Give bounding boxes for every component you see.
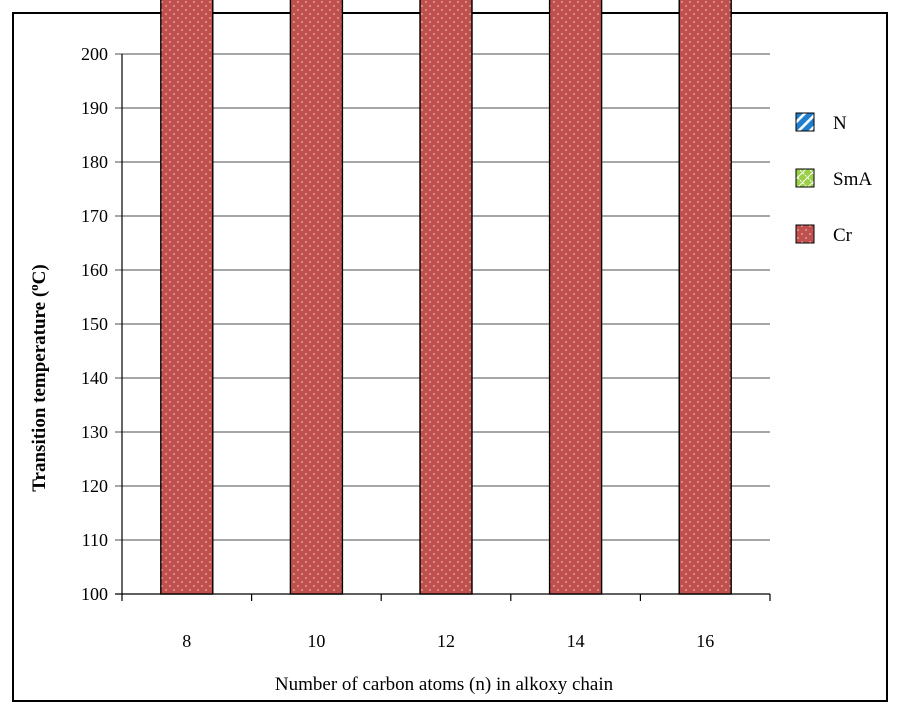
legend-label-cr: Cr xyxy=(833,225,853,246)
y-axis-title: Transition temperature (oC) xyxy=(26,264,50,491)
x-tick-label: 14 xyxy=(567,631,585,651)
y-tick-label: 200 xyxy=(81,44,108,64)
y-tick-label: 140 xyxy=(81,368,108,388)
legend-label-n: N xyxy=(833,113,847,134)
y-tick-label: 160 xyxy=(81,260,108,280)
legend: N SmA Cr xyxy=(795,112,872,246)
y-tick-labels: 100 110 120 130 140 150 160 170 180 190 200 xyxy=(81,44,108,604)
y-axis-title-main: Transition temperature ( xyxy=(29,291,50,492)
bar-segment-cr xyxy=(548,0,603,595)
x-axis-title: Number of carbon atoms (n) in alkoxy cha… xyxy=(275,674,614,695)
legend-swatch-n xyxy=(795,112,815,132)
bar-segment-cr xyxy=(160,0,214,595)
x-tick-label: 8 xyxy=(182,631,191,651)
x-tick-label: 10 xyxy=(307,631,325,651)
y-tick-label: 190 xyxy=(81,98,108,118)
legend-swatch-cr xyxy=(795,224,815,244)
y-tick-label: 120 xyxy=(81,476,108,496)
y-tick-label: 110 xyxy=(82,530,108,550)
bar-segment-cr xyxy=(678,0,732,595)
x-axis xyxy=(121,594,771,601)
y-tick-label: 180 xyxy=(81,152,108,172)
legend-label-sma: SmA xyxy=(833,169,872,190)
y-tick-label: 100 xyxy=(81,584,108,604)
y-tick-label: 130 xyxy=(81,422,108,442)
bar-segment-cr xyxy=(289,0,344,595)
x-tick-label: 16 xyxy=(696,631,714,651)
bar-segment-cr xyxy=(419,0,473,595)
x-tick-labels: 8 10 12 14 16 xyxy=(182,631,714,651)
y-axis-title-degree: o xyxy=(26,284,41,291)
legend-swatch-sma xyxy=(795,168,815,188)
y-tick-label: 150 xyxy=(81,314,108,334)
bars xyxy=(160,0,732,595)
y-axis-title-unit: C) xyxy=(29,264,50,284)
y-tick-label: 170 xyxy=(81,206,108,226)
x-tick-label: 12 xyxy=(437,631,455,651)
